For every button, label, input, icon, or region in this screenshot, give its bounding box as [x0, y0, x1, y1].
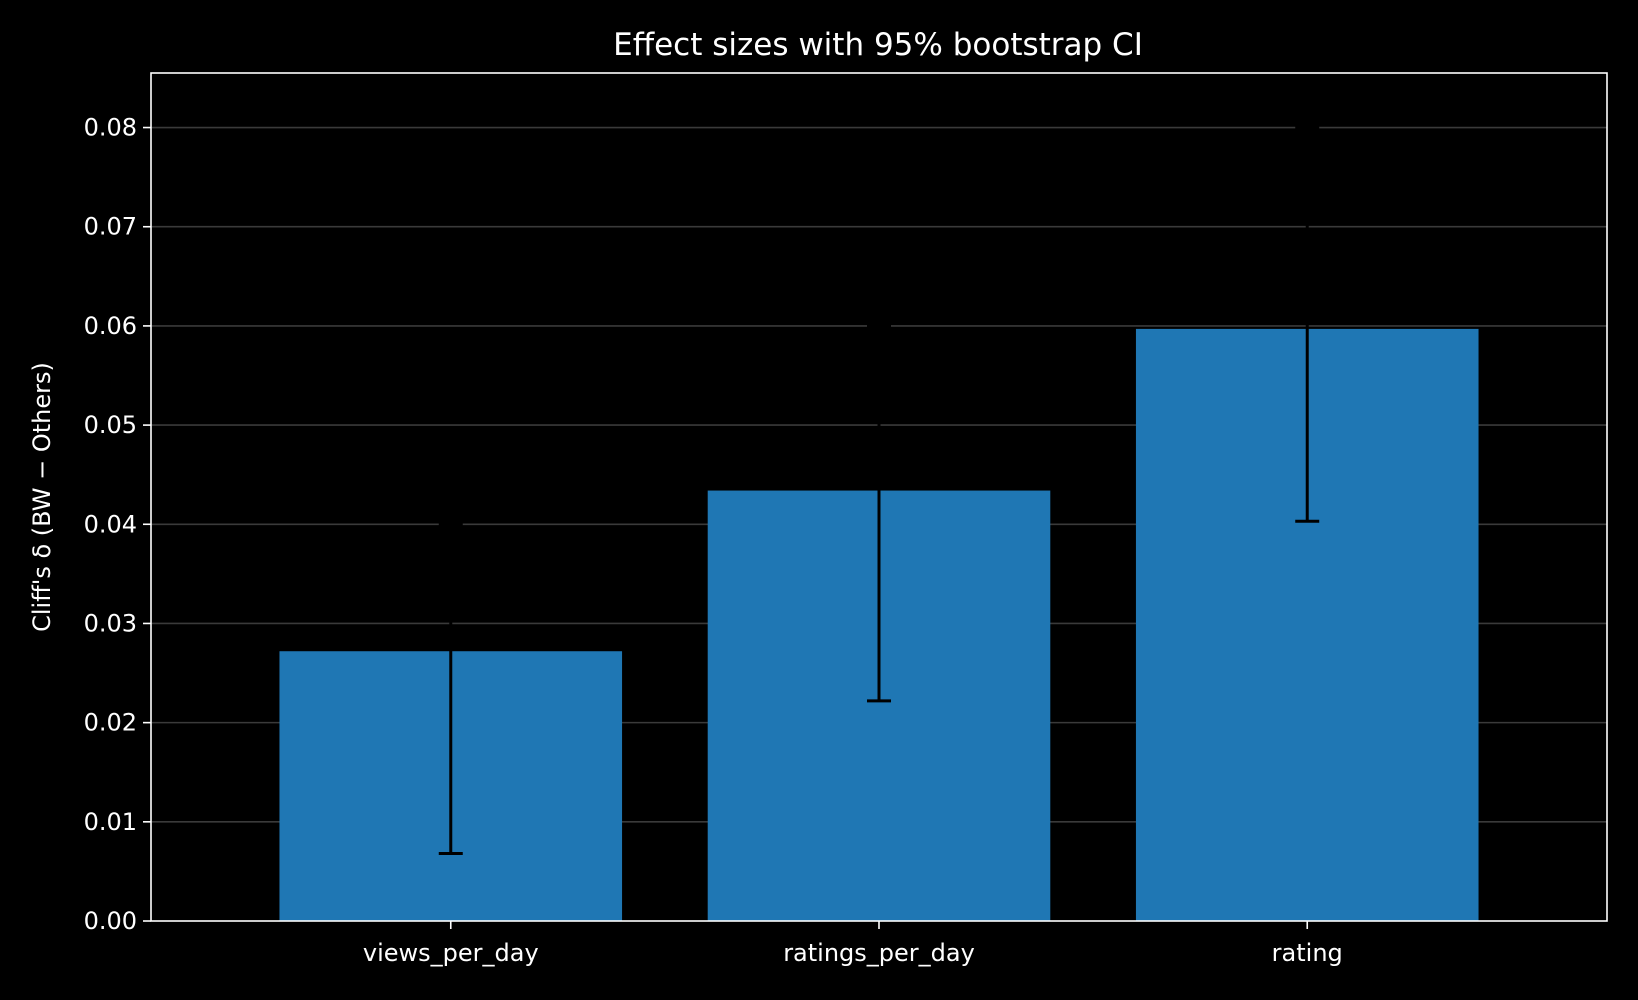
y-tick-label: 0.06 — [84, 312, 137, 340]
y-axis-ticks: 0.00 0.01 0.02 0.03 0.04 0.05 0.06 0.07 0.08 — [84, 114, 151, 935]
y-tick-label: 0.02 — [84, 709, 137, 737]
x-axis-ticks: views_per_day ratings_per_day rating — [363, 921, 1343, 967]
y-tick-label: 0.00 — [84, 907, 137, 935]
x-tick-label: ratings_per_day — [783, 939, 975, 967]
y-tick-label: 0.08 — [84, 114, 137, 142]
y-tick-label: 0.01 — [84, 808, 137, 836]
x-tick-label: rating — [1272, 939, 1343, 967]
y-tick-label: 0.04 — [84, 510, 137, 538]
y-tick-label: 0.05 — [84, 411, 137, 439]
chart-title: Effect sizes with 95% bootstrap CI — [613, 27, 1143, 63]
x-tick-label: views_per_day — [363, 939, 539, 967]
error-bars — [438, 126, 1320, 856]
y-tick-label: 0.03 — [84, 609, 137, 637]
y-tick-label: 0.07 — [84, 213, 137, 241]
y-axis-label: Cliff's δ (BW − Others) — [28, 362, 56, 632]
